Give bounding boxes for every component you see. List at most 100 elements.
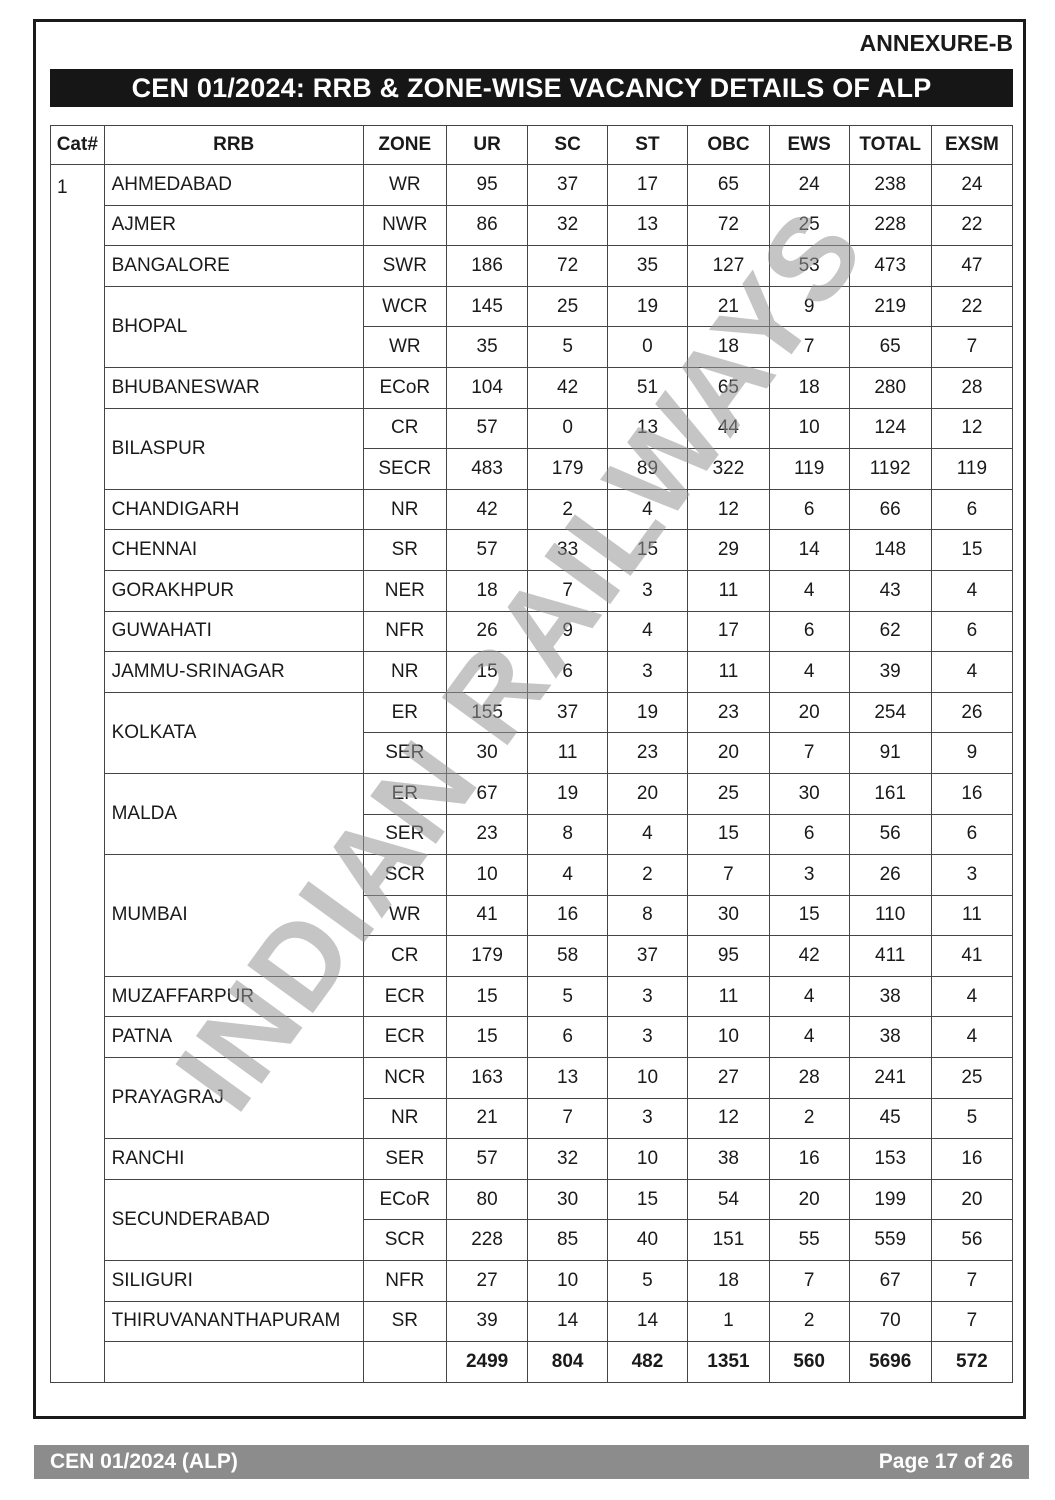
exsm-cell: 7 [930,326,1014,368]
st-cell: 4 [606,610,689,653]
obc-cell: 151 [687,1219,770,1262]
page-border [33,19,1026,1419]
exsm-cell: 56 [930,1219,1014,1262]
table-row: WR 35 5 0 18 7 65 7 [51,326,1014,368]
ews-cell: 16 [768,1138,850,1180]
st-cell: 17 [606,164,689,206]
ews-cell: 4 [768,651,850,693]
table-row: CHANDIGARH NR 42 2 4 12 6 66 6 [51,488,1014,531]
rrb-cell: THIRUVANANTHAPURAM [103,1300,364,1343]
ews-cell: 6 [768,488,850,531]
ur-cell: 41 [445,894,529,937]
ews-cell: 6 [768,610,850,653]
totals-rrb-cell [103,1341,364,1383]
obc-cell: 38 [687,1138,770,1180]
zone-cell: WR [362,164,447,206]
exsm-cell: 4 [930,651,1014,693]
page-title: CEN 01/2024: RRB & ZONE-WISE VACANCY DET… [50,69,1013,107]
total-cell: 228 [848,204,932,247]
sc-cell: 7 [527,1097,608,1140]
obc-cell: 18 [687,1260,770,1302]
ur-cell: 15 [445,651,529,693]
ews-cell: 30 [768,772,850,815]
ur-cell: 483 [445,448,529,490]
sc-cell: 2 [527,488,608,531]
table-row: NR 21 7 3 12 2 45 5 [51,1097,1014,1140]
st-cell: 15 [606,1178,689,1221]
table-row: BHOPAL WCR 145 25 19 21 9 219 22 [51,285,1014,368]
ur-cell: 95 [445,164,529,206]
total-cell: 238 [848,164,932,206]
table-row: RANCHI SER 57 32 10 38 16 153 16 [51,1138,1014,1180]
obc-cell: 95 [687,935,770,977]
exsm-cell: 6 [930,610,1014,653]
page-number: Page 17 of 26 [878,1450,1013,1473]
exsm-cell: 4 [930,975,1014,1018]
zone-cell: SECR [362,448,447,490]
ews-cell: 7 [768,732,850,774]
ur-cell: 104 [445,366,529,409]
obc-cell: 25 [687,772,770,815]
total-total-cell: 5696 [848,1341,932,1383]
zone-cell: NFR [362,610,447,653]
total-cell: 62 [848,610,932,653]
ur-cell: 18 [445,569,529,612]
obc-cell: 11 [687,569,770,612]
rrb-cell: CHENNAI [103,529,364,571]
totals-zone-cell [362,1341,447,1383]
table-row: MALDA ER 67 19 20 25 30 161 16 [51,772,1014,856]
ews-cell: 4 [768,975,850,1018]
ews-cell: 53 [768,245,850,287]
total-ews-cell: 560 [768,1341,850,1383]
total-cell: 43 [848,569,932,612]
column-header-zone: ZONE [362,125,447,165]
sc-cell: 72 [527,245,608,287]
ur-cell: 23 [445,813,529,856]
table-row: GORAKHPUR NER 18 7 3 11 4 43 4 [51,569,1014,612]
exsm-cell: 26 [930,691,1014,734]
ur-cell: 26 [445,610,529,653]
ews-cell: 6 [768,813,850,856]
ur-cell: 86 [445,204,529,247]
ews-cell: 2 [768,1300,850,1343]
zone-cell: NWR [362,204,447,247]
exsm-cell: 16 [930,772,1014,815]
table-row: JAMMU-SRINAGAR NR 15 6 3 11 4 39 4 [51,651,1014,693]
column-header-exsm: EXSM [930,125,1014,165]
obc-cell: 65 [687,366,770,409]
obc-cell: 44 [687,407,770,450]
exsm-cell: 41 [930,935,1014,977]
ews-cell: 7 [768,1260,850,1302]
ews-cell: 3 [768,854,850,896]
obc-cell: 17 [687,610,770,653]
rrb-cell: AHMEDABAD [103,164,364,206]
exsm-cell: 6 [930,488,1014,531]
rrb-cell: PRAYAGRAJ [103,1057,364,1140]
table-row: CR 179 58 37 95 42 411 41 [51,935,1014,977]
ews-cell: 9 [768,285,850,328]
total-exsm-cell: 572 [930,1341,1014,1383]
st-cell: 3 [606,651,689,693]
st-cell: 19 [606,285,689,328]
ur-cell: 21 [445,1097,529,1140]
obc-cell: 322 [687,448,770,490]
exsm-cell: 24 [930,164,1014,206]
rrb-cell: CHANDIGARH [103,488,364,531]
st-cell: 4 [606,488,689,531]
exsm-cell: 5 [930,1097,1014,1140]
table-row: SECUNDERABAD ECoR 80 30 15 54 20 199 20 [51,1178,1014,1262]
rrb-cell: SECUNDERABAD [103,1178,364,1262]
totals-row: 2499 804 482 1351 560 5696 572 [51,1341,1014,1383]
total-cell: 148 [848,529,932,571]
ews-cell: 119 [768,448,850,490]
total-ur-cell: 2499 [445,1341,529,1383]
total-cell: 38 [848,1016,932,1059]
ur-cell: 155 [445,691,529,734]
obc-cell: 127 [687,245,770,287]
table-row: SILIGURI NFR 27 10 5 18 7 67 7 [51,1260,1014,1302]
ur-cell: 35 [445,326,529,368]
sc-cell: 13 [527,1057,608,1099]
rrb-cell: BHOPAL [103,285,364,368]
zone-cell: NR [362,488,447,531]
table-row: AJMER NWR 86 32 13 72 25 228 22 [51,204,1014,247]
